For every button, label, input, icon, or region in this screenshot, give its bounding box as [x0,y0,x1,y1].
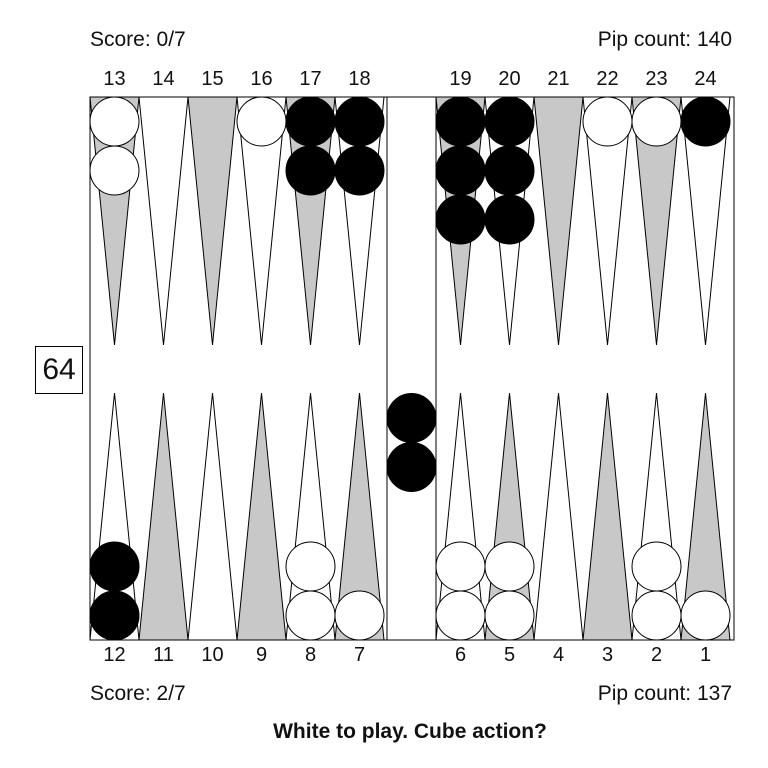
bottom-score: Score: 2/7 [90,682,186,705]
bar[interactable] [386,96,437,641]
white-checker-point-22[interactable] [582,96,633,147]
point-9[interactable] [236,392,287,641]
point-number-24: 24 [694,68,717,90]
point-number-16: 16 [250,68,273,90]
black-checker-bar[interactable] [386,393,437,443]
top-pip-count: Pip count: 140 [597,28,732,51]
black-checker-point-24[interactable] [680,96,731,147]
point-number-12: 12 [103,644,126,666]
white-checker-point-2[interactable] [631,541,682,592]
point-number-1: 1 [699,644,712,666]
top-score: Score: 0/7 [90,28,186,51]
black-checker-point-20[interactable] [484,96,535,147]
white-checker-point-5[interactable] [484,541,535,592]
point-15[interactable] [187,96,238,346]
point-10[interactable] [187,392,238,641]
point-4[interactable] [533,392,584,641]
point-number-2: 2 [650,644,663,666]
black-checker-point-17[interactable] [285,145,336,196]
point-number-22: 22 [596,68,619,90]
point-21[interactable] [533,96,584,346]
black-checker-point-12[interactable] [89,590,140,641]
black-checker-bar[interactable] [386,442,437,492]
point-number-10: 10 [201,644,224,666]
point-number-17: 17 [299,68,322,90]
prompt-text: White to play. Cube action? [273,720,547,743]
point-number-13: 13 [103,68,126,90]
white-checker-point-5[interactable] [484,590,535,641]
white-checker-point-8[interactable] [285,590,336,641]
white-checker-point-1[interactable] [680,590,731,641]
white-checker-point-23[interactable] [631,96,682,147]
point-number-21: 21 [547,68,570,90]
point-3[interactable] [582,392,633,641]
point-number-5: 5 [503,644,516,666]
point-number-19: 19 [449,68,472,90]
white-checker-point-13[interactable] [89,145,140,196]
point-14[interactable] [138,96,189,346]
point-number-6: 6 [454,644,467,666]
bottom-pip-count: Pip count: 137 [597,682,732,705]
white-checker-point-6[interactable] [435,590,486,641]
point-number-9: 9 [255,644,268,666]
white-checker-point-6[interactable] [435,541,486,592]
point-number-20: 20 [498,68,521,90]
black-checker-point-19[interactable] [435,96,486,147]
black-checker-point-20[interactable] [484,145,535,196]
white-checker-point-8[interactable] [285,541,336,592]
black-checker-point-12[interactable] [89,541,140,592]
point-number-15: 15 [201,68,224,90]
point-number-8: 8 [304,644,317,666]
white-checker-point-2[interactable] [631,590,682,641]
point-number-18: 18 [348,68,371,90]
white-checker-point-7[interactable] [334,590,385,641]
point-number-7: 7 [353,644,366,666]
black-checker-point-18[interactable] [334,145,385,196]
point-number-11: 11 [153,644,174,666]
white-checker-point-16[interactable] [236,96,287,147]
doubling-cube[interactable]: 64 [35,346,83,394]
point-number-4: 4 [552,644,565,666]
black-checker-point-17[interactable] [285,96,336,147]
white-checker-point-13[interactable] [89,96,140,147]
black-checker-point-19[interactable] [435,194,486,245]
point-number-14: 14 [152,68,175,90]
point-11[interactable] [138,392,189,641]
point-number-23: 23 [645,68,668,90]
point-number-3: 3 [601,644,614,666]
black-checker-point-18[interactable] [334,96,385,147]
black-checker-point-19[interactable] [435,145,486,196]
black-checker-point-20[interactable] [484,194,535,245]
